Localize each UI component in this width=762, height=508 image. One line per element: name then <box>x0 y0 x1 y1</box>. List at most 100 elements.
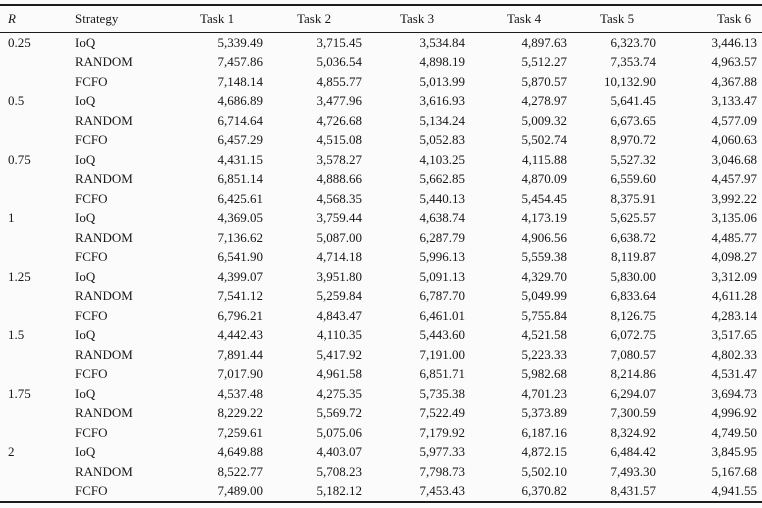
task-value: 8,324.92 <box>610 424 657 440</box>
r-value: 1.5 <box>8 327 25 343</box>
table-row: FCFO 6,796.21 4,843.47 6,461.01 5,755.84 8,12… <box>0 306 762 326</box>
task-value: 5,502.74 <box>521 132 568 148</box>
task-value: 5,443.60 <box>419 327 466 343</box>
table-row: 2 IoQ 4,649.88 4,403.07 5,977.33 4,872.15 6,48… <box>0 443 762 463</box>
task-value: 3,715.45 <box>316 34 363 50</box>
task-value: 5,013.99 <box>419 73 466 89</box>
task-value: 4,515.08 <box>316 132 363 148</box>
task-value: 3,135.06 <box>711 210 758 226</box>
task-value: 8,229.22 <box>217 405 264 421</box>
r-value: 0.75 <box>8 151 31 167</box>
r-value <box>0 404 67 424</box>
task-value: 5,087.00 <box>316 229 363 245</box>
strategy-label: RANDOM <box>75 288 133 304</box>
r-value <box>0 482 67 503</box>
task-value: 5,559.38 <box>521 249 568 265</box>
task-value: 3,951.80 <box>316 268 363 284</box>
strategy-label: FCFO <box>75 249 108 265</box>
task-value: 5,569.72 <box>316 405 363 421</box>
task-value: 6,851.14 <box>217 171 264 187</box>
task-value: 4,870.09 <box>521 171 568 187</box>
task-value: 5,036.54 <box>316 54 363 70</box>
task-value: 3,616.93 <box>419 93 466 109</box>
task-value: 6,484.42 <box>610 444 657 460</box>
column-header-strategy: Strategy <box>75 11 119 26</box>
task-value: 4,898.19 <box>419 54 466 70</box>
task-value: 3,133.47 <box>711 93 758 109</box>
task-value: 3,446.13 <box>711 34 758 50</box>
task-value: 4,649.88 <box>217 444 264 460</box>
strategy-label: FCFO <box>75 424 108 440</box>
column-header-task-4: Task 4 <box>507 11 542 26</box>
task-value: 6,787.70 <box>419 288 466 304</box>
task-value: 7,259.61 <box>217 424 264 440</box>
task-value: 3,534.84 <box>419 34 466 50</box>
task-value: 5,091.13 <box>419 268 466 284</box>
task-value: 5,167.68 <box>711 463 758 479</box>
task-value: 5,641.45 <box>610 93 657 109</box>
r-value <box>0 170 67 190</box>
r-value <box>0 72 67 92</box>
table-row: FCFO 7,148.14 4,855.77 5,013.99 5,870.57 10,1… <box>0 72 762 92</box>
task-value: 5,625.57 <box>610 210 657 226</box>
task-value: 4,457.97 <box>711 171 758 187</box>
task-value: 10,132.90 <box>604 73 656 89</box>
table-row: 1 IoQ 4,369.05 3,759.44 4,638.74 4,173.19 5,62… <box>0 209 762 229</box>
task-value: 7,179.92 <box>419 424 466 440</box>
table-row: RANDOM 7,541.12 5,259.84 6,787.70 5,049.99 6,… <box>0 287 762 307</box>
task-value: 5,735.38 <box>419 385 466 401</box>
strategy-label: IoQ <box>75 151 96 167</box>
task-value: 4,568.35 <box>316 190 363 206</box>
task-value: 4,173.19 <box>521 210 568 226</box>
table-row: 0.25 IoQ 5,339.49 3,715.45 3,534.84 4,897.63 6… <box>0 33 762 53</box>
task-value: 5,049.99 <box>521 288 568 304</box>
table-header: R Strategy Task 1 Task 2 Task 3 Task 4 Task 5 T… <box>0 5 762 33</box>
task-value: 6,287.79 <box>419 229 466 245</box>
task-value: 4,369.05 <box>217 210 264 226</box>
task-value: 3,759.44 <box>316 210 363 226</box>
task-value: 7,453.43 <box>419 483 466 499</box>
task-value: 8,970.72 <box>610 132 657 148</box>
task-value: 4,110.35 <box>316 327 362 343</box>
task-value: 5,417.92 <box>316 346 363 362</box>
task-value: 4,843.47 <box>316 307 363 323</box>
table-row: RANDOM 7,457.86 5,036.54 4,898.19 5,512.27 7,… <box>0 53 762 73</box>
table-row: RANDOM 6,851.14 4,888.66 5,662.85 4,870.09 6,… <box>0 170 762 190</box>
table-row: FCFO 6,425.61 4,568.35 5,440.13 5,454.45 8,37… <box>0 189 762 209</box>
task-value: 7,353.74 <box>610 54 657 70</box>
task-value: 6,072.75 <box>610 327 657 343</box>
task-value: 4,855.77 <box>316 73 363 89</box>
task-value: 4,367.88 <box>711 73 758 89</box>
strategy-label: RANDOM <box>75 346 133 362</box>
task-value: 7,891.44 <box>217 346 264 362</box>
task-value: 7,136.62 <box>217 229 264 245</box>
column-header-task-3: Task 3 <box>400 11 435 26</box>
task-value: 5,259.84 <box>316 288 363 304</box>
results-table: R Strategy Task 1 Task 2 Task 3 Task 4 Task 5 T… <box>0 4 762 503</box>
task-value: 4,278.97 <box>521 93 568 109</box>
task-value: 8,375.91 <box>610 190 657 206</box>
task-value: 6,673.65 <box>610 112 657 128</box>
strategy-label: RANDOM <box>75 229 133 245</box>
task-value: 8,522.77 <box>217 463 264 479</box>
task-value: 4,963.57 <box>711 54 758 70</box>
r-value <box>0 111 67 131</box>
column-header-task-1: Task 1 <box>200 11 235 26</box>
task-value: 4,686.89 <box>217 93 264 109</box>
task-value: 4,329.70 <box>521 268 568 284</box>
task-value: 7,191.00 <box>419 346 466 362</box>
task-value: 5,527.32 <box>610 151 657 167</box>
task-value: 5,009.32 <box>521 112 568 128</box>
task-value: 6,294.07 <box>610 385 657 401</box>
task-value: 5,996.13 <box>419 249 466 265</box>
task-value: 4,996.92 <box>711 405 758 421</box>
task-value: 7,798.73 <box>419 463 466 479</box>
table-row: 1.5 IoQ 4,442.43 4,110.35 5,443.60 4,521.58 6,… <box>0 326 762 346</box>
strategy-label: IoQ <box>75 268 96 284</box>
task-value: 5,755.84 <box>521 307 568 323</box>
strategy-label: IoQ <box>75 385 96 401</box>
r-value: 1.75 <box>8 385 31 401</box>
strategy-label: FCFO <box>75 73 108 89</box>
task-value: 5,982.68 <box>521 366 568 382</box>
task-value: 4,749.50 <box>711 424 758 440</box>
